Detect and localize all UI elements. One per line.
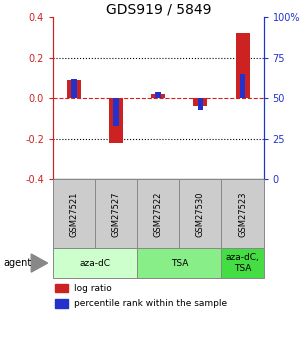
FancyBboxPatch shape <box>221 248 264 278</box>
Title: GDS919 / 5849: GDS919 / 5849 <box>105 2 211 16</box>
Text: GSM27527: GSM27527 <box>112 191 121 237</box>
FancyBboxPatch shape <box>137 248 221 278</box>
FancyBboxPatch shape <box>95 179 137 248</box>
FancyBboxPatch shape <box>53 248 137 278</box>
Bar <box>155 92 161 98</box>
Text: GSM27523: GSM27523 <box>238 191 247 237</box>
Text: GSM27530: GSM27530 <box>196 191 205 237</box>
FancyBboxPatch shape <box>137 179 179 248</box>
FancyBboxPatch shape <box>53 179 95 248</box>
FancyBboxPatch shape <box>179 179 221 248</box>
Polygon shape <box>31 254 48 272</box>
Text: aza-dC,
TSA: aza-dC, TSA <box>226 253 259 273</box>
Bar <box>67 80 81 98</box>
Bar <box>236 33 249 98</box>
FancyBboxPatch shape <box>221 179 264 248</box>
Text: percentile rank within the sample: percentile rank within the sample <box>74 299 227 308</box>
Text: GSM27522: GSM27522 <box>154 191 163 237</box>
Bar <box>71 79 77 98</box>
Bar <box>55 284 68 292</box>
Text: GSM27521: GSM27521 <box>70 191 78 237</box>
Text: log ratio: log ratio <box>74 284 112 293</box>
Bar <box>198 98 203 110</box>
Bar <box>152 94 165 98</box>
Bar <box>113 98 119 126</box>
Text: agent: agent <box>3 258 31 268</box>
Bar <box>55 299 68 308</box>
Bar <box>109 98 123 143</box>
Text: TSA: TSA <box>171 258 188 268</box>
Text: aza-dC: aza-dC <box>80 258 111 268</box>
Bar <box>194 98 207 106</box>
Bar <box>240 74 245 98</box>
